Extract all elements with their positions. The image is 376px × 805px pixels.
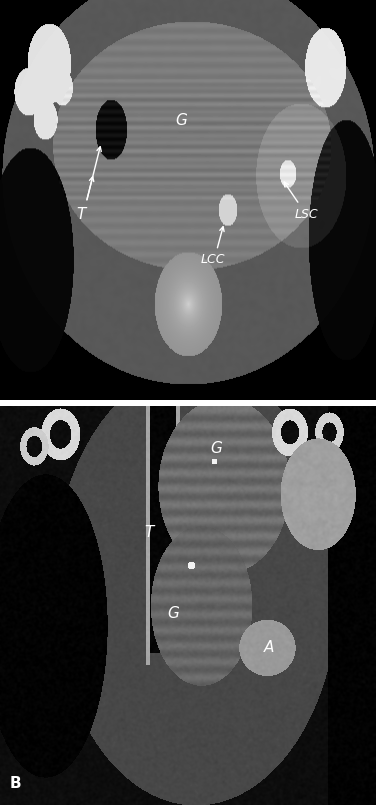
Text: G: G — [211, 441, 223, 456]
Text: G: G — [168, 606, 179, 621]
Text: T: T — [144, 525, 154, 539]
Text: LCC: LCC — [201, 254, 225, 266]
Text: LSC: LSC — [295, 208, 319, 221]
Text: T: T — [77, 207, 86, 222]
Text: A: A — [264, 641, 274, 655]
Text: G: G — [175, 113, 187, 128]
Text: B: B — [10, 776, 21, 791]
